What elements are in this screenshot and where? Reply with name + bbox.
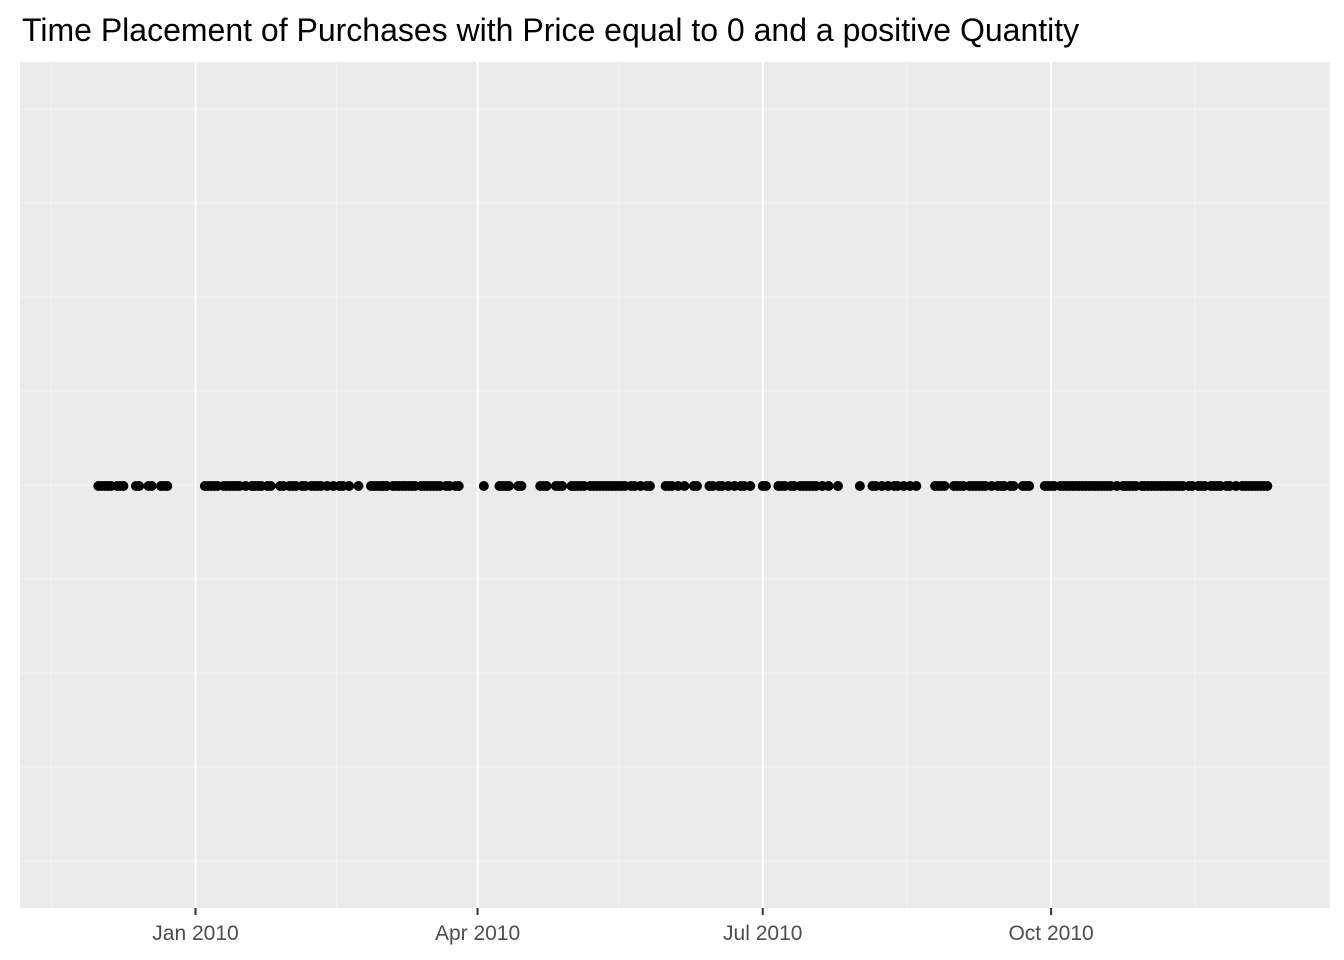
data-point xyxy=(832,481,843,491)
data-point xyxy=(503,481,514,491)
data-point xyxy=(644,481,655,491)
data-point xyxy=(854,481,865,491)
data-point xyxy=(146,481,157,491)
data-point xyxy=(541,481,552,491)
data-point xyxy=(353,481,364,491)
data-point xyxy=(478,481,489,491)
data-point xyxy=(134,481,145,491)
data-point xyxy=(162,481,173,491)
data-point xyxy=(939,481,950,491)
data-point xyxy=(691,481,702,491)
data-point xyxy=(1024,481,1035,491)
x-tick-label: Apr 2010 xyxy=(435,922,520,945)
chart-title: Time Placement of Purchases with Price e… xyxy=(22,12,1080,48)
data-point xyxy=(557,481,568,491)
x-tick-label: Jan 2010 xyxy=(152,922,238,945)
data-point xyxy=(1008,481,1019,491)
data-point xyxy=(265,481,276,491)
data-points xyxy=(93,481,1273,491)
x-axis-tick-labels: Jan 2010 Apr 2010 Jul 2010 Oct 2010 xyxy=(152,922,1093,945)
data-point xyxy=(911,481,922,491)
x-axis-ticks xyxy=(194,908,1053,915)
data-point xyxy=(745,481,756,491)
data-point xyxy=(760,481,771,491)
data-point xyxy=(453,481,464,491)
data-point xyxy=(344,481,355,491)
x-tick-label: Oct 2010 xyxy=(1008,922,1093,945)
data-point xyxy=(1262,481,1273,491)
data-point xyxy=(679,481,690,491)
data-point xyxy=(118,481,129,491)
data-point xyxy=(516,481,527,491)
data-point xyxy=(823,481,834,491)
x-tick-label: Jul 2010 xyxy=(723,922,802,945)
